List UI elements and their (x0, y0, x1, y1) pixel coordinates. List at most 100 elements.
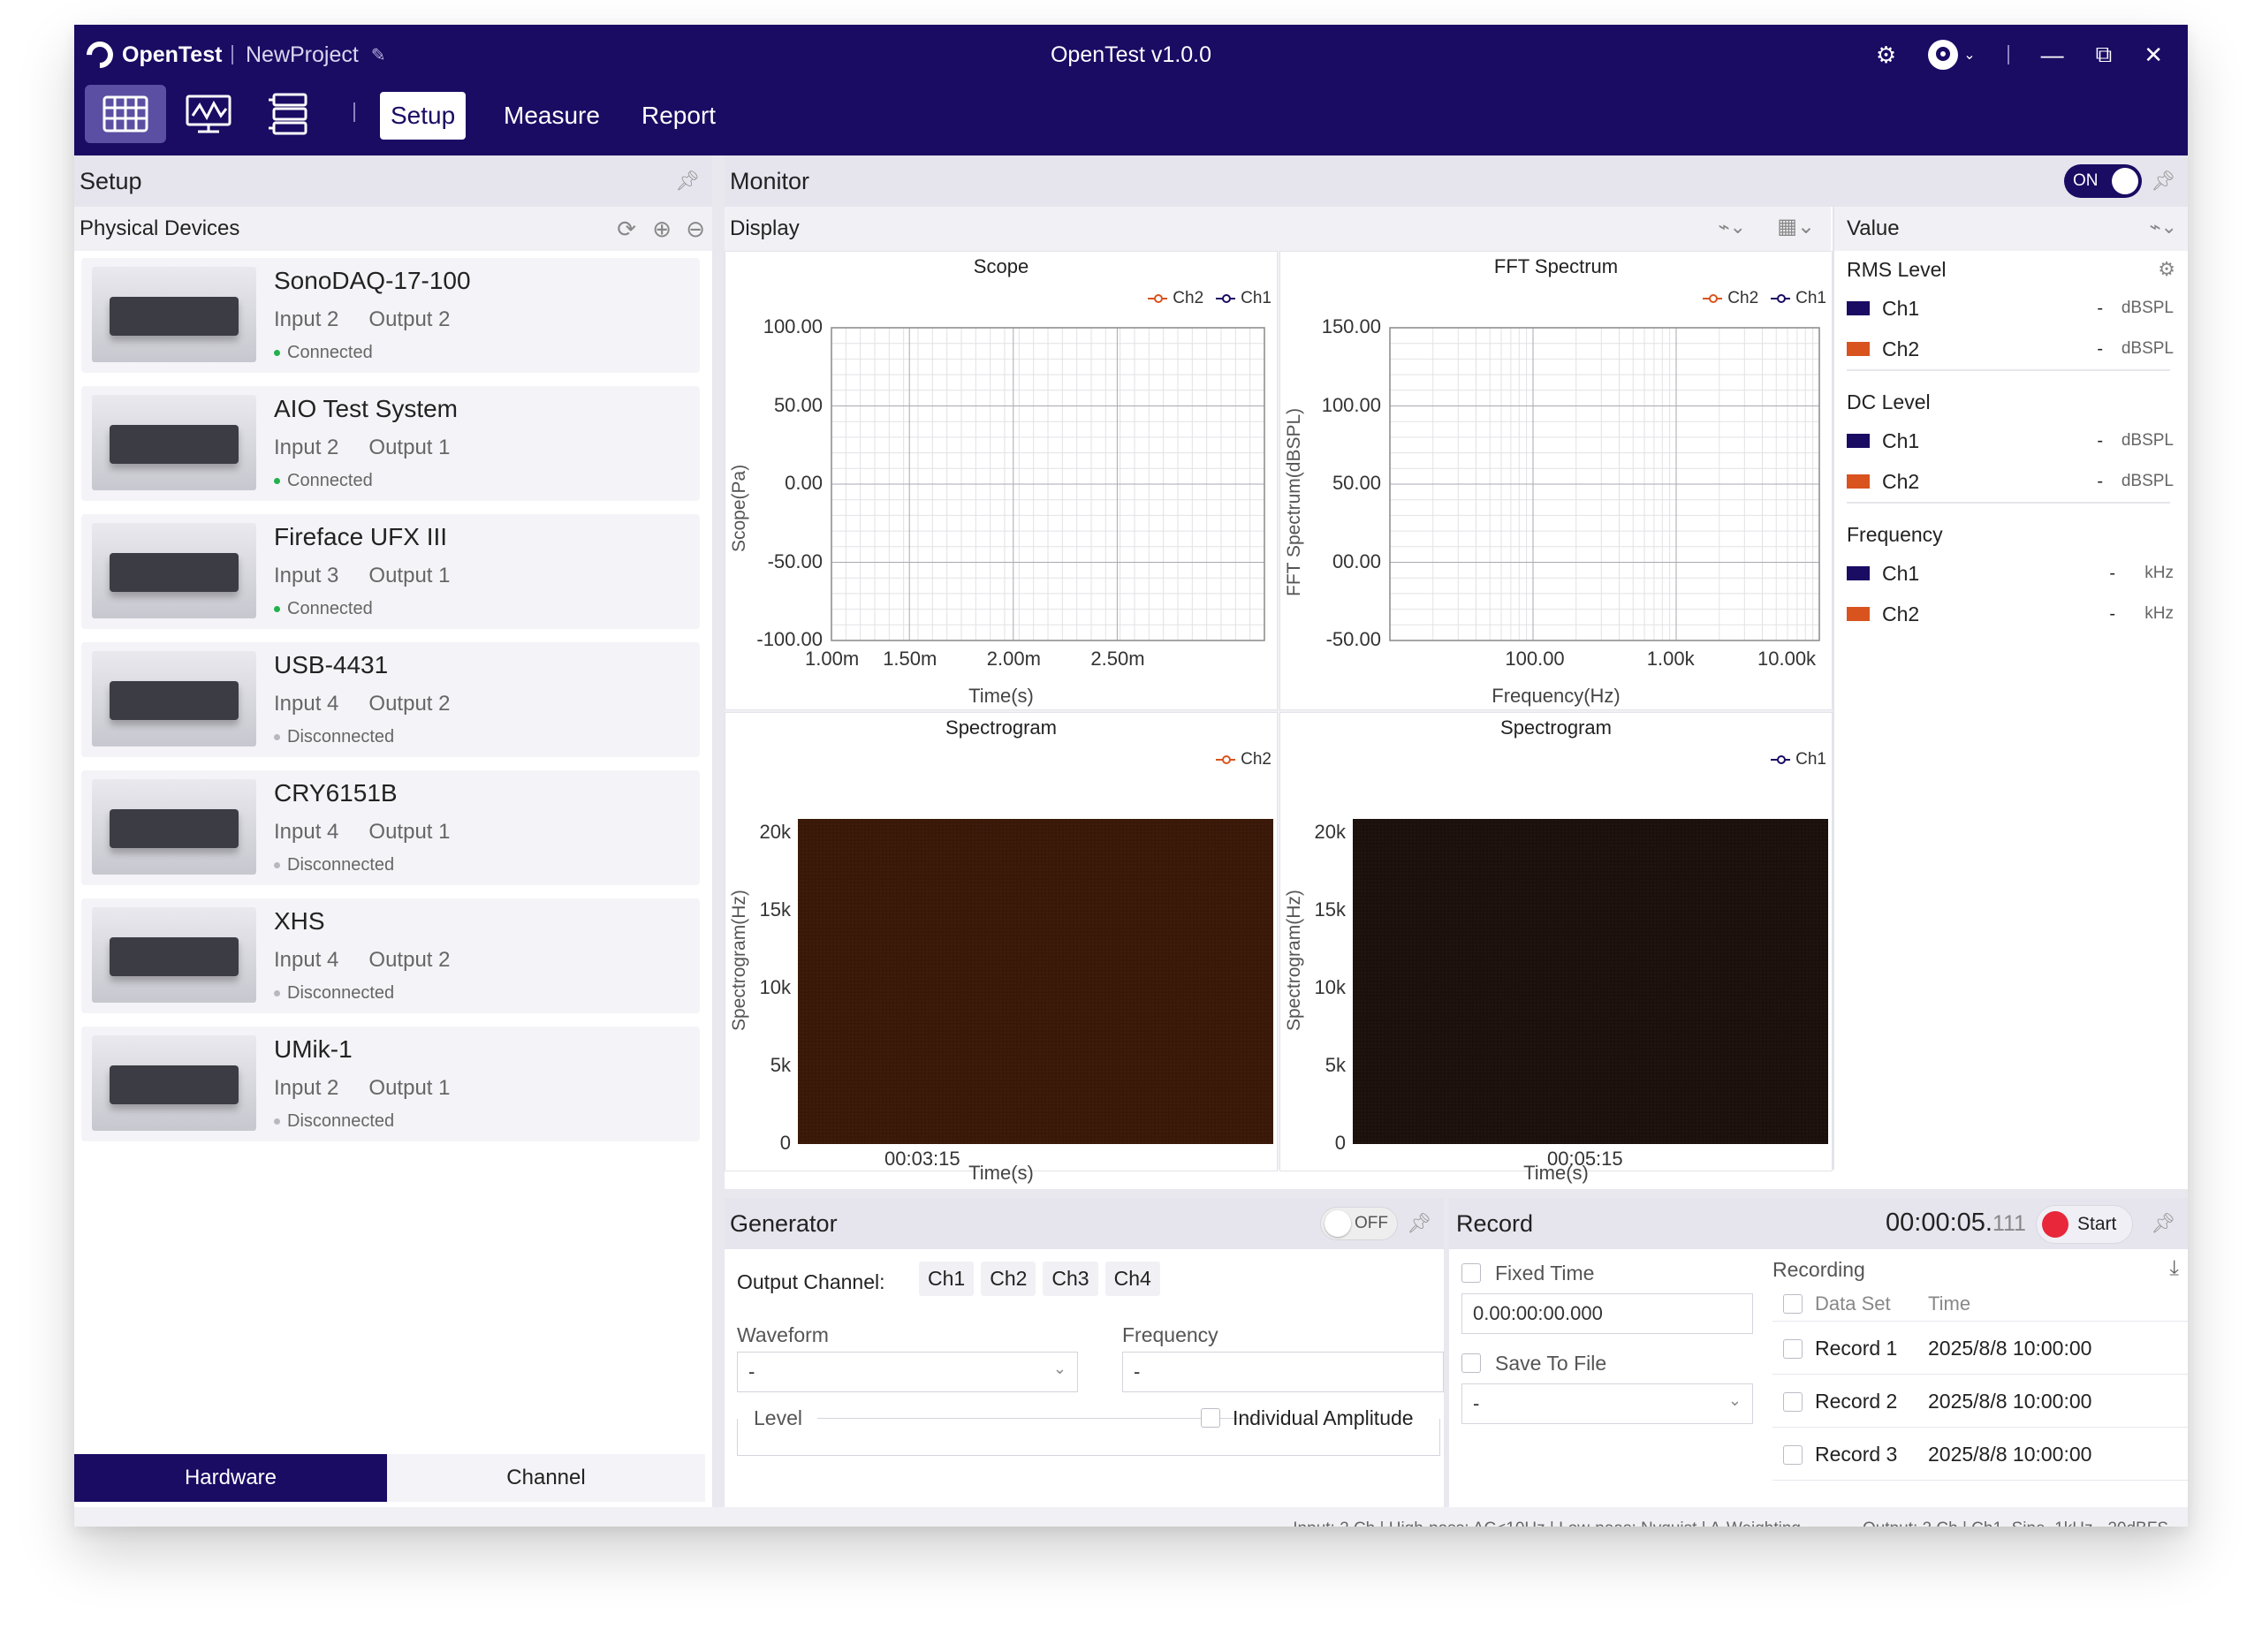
channel-swatch (1847, 301, 1870, 315)
device-image (92, 1035, 256, 1131)
status-dot-icon (274, 862, 280, 868)
legend-item[interactable]: Ch2 (1148, 289, 1203, 308)
plot-area[interactable] (725, 252, 1279, 711)
account-menu[interactable]: ⌄ (1928, 40, 1976, 70)
pin-icon[interactable]: 📌︎ (675, 170, 700, 192)
chevron-down-icon[interactable]: ⌄ (1963, 48, 1976, 63)
monitor-toggle[interactable]: ON (2064, 164, 2142, 198)
device-stack-tool[interactable] (249, 85, 330, 143)
refresh-icon[interactable]: ⟳ (617, 216, 636, 242)
project-name[interactable]: NewProject (246, 42, 359, 67)
generator-toggle[interactable]: OFF (1320, 1207, 1398, 1240)
recording-row-checkbox[interactable] (1783, 1444, 1803, 1465)
device-name: Fireface UFX III (274, 523, 448, 550)
fixed-time-input[interactable]: 0.00:00:00.000 (1461, 1293, 1753, 1334)
save-to-file-checkbox[interactable] (1461, 1353, 1481, 1373)
device-card[interactable]: UMik-1 Input 2 Output 1 Disconnected (81, 1027, 700, 1141)
output-channel-chip[interactable]: Ch4 (1104, 1262, 1160, 1296)
channel-name: Ch1 (1882, 428, 1920, 452)
chart-title: FFT Spectrum (1493, 255, 1619, 277)
tab-report[interactable]: Report (641, 102, 717, 129)
recording-row-checkbox[interactable] (1783, 1391, 1803, 1412)
recording-row[interactable]: Record 3 2025/8/8 10:00:00 (1772, 1429, 2188, 1481)
record-start-button[interactable]: Start (2036, 1205, 2133, 1244)
individual-amplitude-checkbox[interactable] (1201, 1408, 1220, 1428)
plot-frame (831, 327, 1265, 641)
chart-type-icon[interactable]: ⌁⌄ (2149, 216, 2177, 238)
device-io: Input 2 Output 1 (274, 436, 450, 460)
fixed-time-checkbox[interactable] (1461, 1263, 1481, 1283)
tab-channel[interactable]: Channel (387, 1454, 705, 1502)
frequency-value: - (1134, 1360, 1141, 1383)
recording-row-checkbox[interactable] (1783, 1338, 1803, 1359)
waveform-select[interactable]: - ⌄ (737, 1352, 1078, 1392)
spectrogram-heatmap[interactable] (798, 819, 1273, 1144)
device-card[interactable]: Fireface UFX III Input 3 Output 1 Connected (81, 514, 700, 629)
device-output: Output 1 (368, 820, 451, 844)
legend-marker (1771, 755, 1791, 764)
pin-icon[interactable]: 📌︎ (1407, 1212, 1431, 1234)
restore-icon[interactable]: ⧉ (2095, 41, 2113, 67)
add-circle-icon[interactable]: ⊕ (652, 216, 672, 242)
y-tick-label: 50.00 (773, 393, 823, 416)
legend-item[interactable]: Ch2 (1216, 750, 1271, 769)
legend-item[interactable]: Ch1 (1771, 289, 1826, 308)
channel-unit: dBSPL (2121, 431, 2174, 450)
project-name-area[interactable]: NewProject ✎ (232, 37, 386, 72)
legend-item[interactable]: Ch1 (1771, 750, 1826, 769)
tab-hardware[interactable]: Hardware (74, 1454, 387, 1502)
frequency-label: Frequency (1122, 1323, 1218, 1346)
legend-item[interactable]: Ch2 (1703, 289, 1758, 308)
save-to-file-select[interactable]: - ⌄ (1461, 1383, 1753, 1424)
settings-gear-icon[interactable]: ⚙ (1875, 41, 1897, 68)
tab-measure[interactable]: Measure (504, 102, 600, 129)
download-icon[interactable]: ⤓ (2169, 1256, 2179, 1280)
recording-row[interactable]: Record 2 2025/8/8 10:00:00 (1772, 1376, 2188, 1428)
fixed-time-label: Fixed Time (1495, 1262, 1595, 1284)
pin-icon[interactable]: 📌︎ (2151, 1212, 2175, 1234)
spectrogram-heatmap[interactable] (1353, 819, 1828, 1144)
device-card[interactable]: AIO Test System Input 2 Output 1 Connected (81, 386, 700, 501)
account-avatar-icon[interactable] (1928, 40, 1959, 70)
output-channel-chip[interactable]: Ch2 (981, 1262, 1036, 1296)
legend-label: Ch1 (1795, 289, 1826, 307)
record-dot-icon (2042, 1211, 2068, 1238)
legend-marker (1148, 294, 1168, 303)
device-card[interactable]: SonoDAQ-17-100 Input 2 Output 2 Connected (81, 258, 700, 373)
value-subheader: Value ⌁⌄ (1834, 207, 2188, 251)
device-card[interactable]: USB-4431 Input 4 Output 2 Disconnected (81, 642, 700, 757)
chart-type-icon[interactable]: ⌁⌄ (1718, 216, 1746, 238)
remove-circle-icon[interactable]: ⊖ (686, 216, 705, 242)
edit-pencil-icon[interactable]: ✎ (370, 45, 386, 65)
window-controls: ⚙ ⌄ — ⧉ ✕ (1876, 39, 2163, 71)
waveform-monitor-icon (186, 95, 232, 133)
tab-setup[interactable]: Setup (380, 92, 467, 140)
legend-marker (1216, 755, 1236, 764)
device-card[interactable]: XHS Input 4 Output 2 Disconnected (81, 898, 700, 1013)
frequency-input[interactable]: - (1122, 1352, 1444, 1392)
legend-item[interactable]: Ch1 (1216, 289, 1271, 308)
close-icon[interactable]: ✕ (2144, 41, 2163, 68)
layout-grid-tool[interactable] (85, 85, 166, 143)
output-channel-chip[interactable]: Ch3 (1043, 1262, 1098, 1296)
device-image (92, 907, 256, 1003)
pin-icon[interactable]: 📌︎ (2151, 170, 2175, 192)
recording-row[interactable]: Record 1 2025/8/8 10:00:00 (1772, 1323, 2188, 1375)
minimize-icon[interactable]: — (2040, 41, 2064, 68)
y-tick-label: 15k (759, 898, 791, 921)
generator-body: Output Channel: Ch1 Ch2 Ch3 Ch4 Waveform - … (725, 1249, 1444, 1507)
level-slider[interactable] (817, 1418, 1259, 1419)
device-card[interactable]: CRY6151B Input 4 Output 1 Disconnected (81, 770, 700, 885)
splitter[interactable] (712, 155, 725, 1507)
legend-marker (1771, 294, 1791, 303)
x-tick-label: 100.00 (1505, 648, 1565, 670)
plot-area[interactable] (1280, 252, 1833, 711)
grid-layout-icon[interactable]: ▦⌄ (1777, 215, 1815, 239)
select-all-checkbox[interactable] (1783, 1293, 1803, 1314)
y-tick-label: 50.00 (1332, 472, 1381, 494)
chevron-down-icon: ⌄ (1052, 1360, 1066, 1377)
settings-gear-icon[interactable]: ⚙ (2158, 258, 2175, 280)
monitor-tool[interactable] (168, 85, 249, 143)
output-channel-chip[interactable]: Ch1 (919, 1262, 975, 1296)
y-tick-label: 00.00 (1332, 549, 1381, 572)
